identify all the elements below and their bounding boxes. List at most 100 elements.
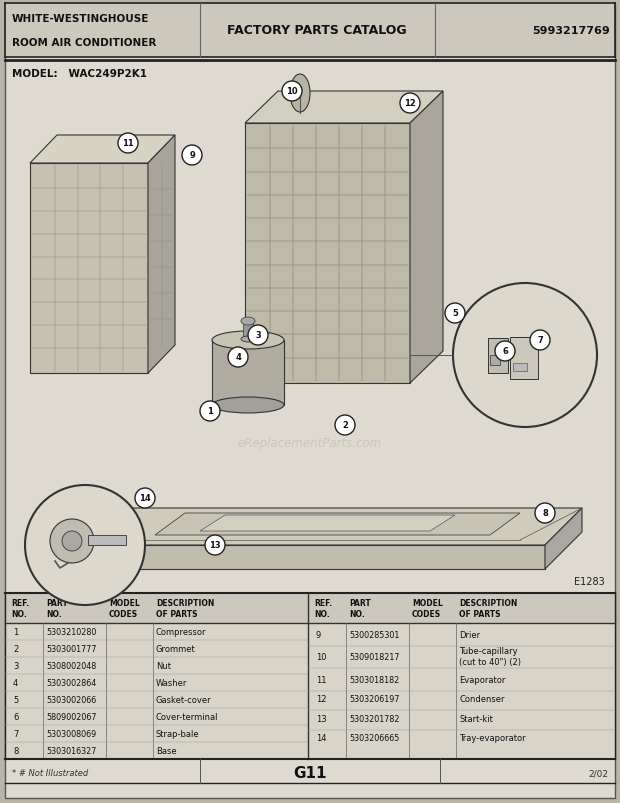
Circle shape [453, 283, 597, 427]
Bar [212, 340, 284, 406]
Text: 5809002067: 5809002067 [46, 712, 97, 721]
Text: 4: 4 [235, 353, 241, 362]
Circle shape [400, 94, 420, 114]
Text: 2: 2 [13, 644, 18, 653]
Text: Start-kit: Start-kit [459, 714, 493, 723]
Text: 5303002066: 5303002066 [46, 695, 96, 704]
Text: FACTORY PARTS CATALOG: FACTORY PARTS CATALOG [227, 24, 407, 38]
Text: Washer: Washer [156, 679, 187, 687]
Text: 5309018217: 5309018217 [349, 652, 399, 661]
Polygon shape [90, 508, 582, 545]
Text: eReplacementParts.com: eReplacementParts.com [238, 437, 382, 450]
Bar [490, 356, 500, 365]
Bar [243, 321, 253, 340]
Text: Cover-terminal: Cover-terminal [156, 712, 218, 721]
Circle shape [228, 348, 248, 368]
Polygon shape [155, 513, 520, 536]
Text: Strap-bale: Strap-bale [156, 729, 200, 738]
Circle shape [135, 488, 155, 508]
Circle shape [495, 341, 515, 361]
Circle shape [205, 536, 225, 556]
Text: * # Not Illustrated: * # Not Illustrated [12, 768, 88, 777]
Text: WHITE-WESTINGHOUSE: WHITE-WESTINGHOUSE [12, 14, 149, 24]
Polygon shape [245, 92, 443, 124]
Polygon shape [90, 545, 545, 569]
Text: ROOM AIR CONDITIONER: ROOM AIR CONDITIONER [12, 38, 156, 48]
Bar [5, 4, 615, 58]
Text: Grommet: Grommet [156, 644, 196, 653]
Polygon shape [410, 92, 443, 384]
Circle shape [118, 134, 138, 154]
Text: Compressor: Compressor [156, 627, 206, 636]
Text: 5308002048: 5308002048 [46, 661, 96, 671]
Bar [513, 364, 527, 372]
Bar [88, 536, 126, 545]
Text: 10: 10 [286, 88, 298, 96]
Text: 5303016327: 5303016327 [46, 746, 96, 755]
Text: 12: 12 [404, 100, 416, 108]
Circle shape [182, 146, 202, 165]
Text: 5303206665: 5303206665 [349, 733, 399, 742]
Text: 6: 6 [13, 712, 19, 721]
Text: Evaporator: Evaporator [459, 675, 505, 684]
Text: 5: 5 [13, 695, 18, 704]
Circle shape [25, 485, 145, 605]
Ellipse shape [212, 332, 284, 349]
Polygon shape [200, 516, 455, 532]
Text: 1: 1 [207, 407, 213, 416]
Text: 13: 13 [316, 714, 327, 723]
Text: MODEL
CODES: MODEL CODES [109, 598, 140, 618]
Polygon shape [245, 124, 410, 384]
Text: Drier: Drier [459, 630, 480, 639]
Text: 5303008069: 5303008069 [46, 729, 96, 738]
Text: 3: 3 [13, 661, 19, 671]
Polygon shape [30, 136, 175, 164]
Bar [488, 339, 508, 373]
Polygon shape [545, 508, 582, 569]
Text: 5303210280: 5303210280 [46, 627, 96, 636]
Text: E1283: E1283 [574, 577, 605, 586]
Text: 14: 14 [139, 494, 151, 503]
Text: 7: 7 [537, 336, 543, 345]
Text: 5303206197: 5303206197 [349, 695, 399, 703]
Circle shape [200, 402, 220, 422]
Text: MODEL:   WAC249P2K1: MODEL: WAC249P2K1 [12, 69, 147, 79]
Circle shape [335, 415, 355, 435]
Text: Condenser: Condenser [459, 695, 505, 703]
Text: DESCRIPTION
OF PARTS: DESCRIPTION OF PARTS [156, 598, 215, 618]
Text: Base: Base [156, 746, 177, 755]
Text: 3: 3 [255, 331, 261, 340]
Text: 1: 1 [13, 627, 18, 636]
Text: G11: G11 [293, 765, 327, 781]
Text: REF.
NO.: REF. NO. [11, 598, 29, 618]
Text: 5303002864: 5303002864 [46, 679, 96, 687]
Circle shape [282, 82, 302, 102]
Text: 5303001777: 5303001777 [46, 644, 97, 653]
Text: 5300285301: 5300285301 [349, 630, 399, 639]
Text: 13: 13 [209, 541, 221, 550]
Text: REF.
NO.: REF. NO. [314, 598, 332, 618]
Text: 12: 12 [316, 695, 327, 703]
Text: MODEL
CODES: MODEL CODES [412, 598, 443, 618]
Text: Nut: Nut [156, 661, 171, 671]
Text: 2: 2 [342, 421, 348, 430]
Text: 4: 4 [13, 679, 18, 687]
Circle shape [50, 520, 94, 563]
Text: 7: 7 [13, 729, 19, 738]
Ellipse shape [241, 336, 255, 343]
Text: 8: 8 [542, 509, 548, 518]
Text: 5: 5 [452, 309, 458, 318]
Text: 8: 8 [13, 746, 19, 755]
Polygon shape [30, 164, 148, 373]
Ellipse shape [212, 397, 284, 414]
Ellipse shape [290, 75, 310, 113]
Circle shape [445, 304, 465, 324]
Polygon shape [148, 136, 175, 373]
Text: 11: 11 [122, 140, 134, 149]
Circle shape [248, 325, 268, 345]
Bar [5, 593, 615, 623]
Circle shape [535, 503, 555, 524]
Text: Gasket-cover: Gasket-cover [156, 695, 211, 704]
Text: 9: 9 [189, 151, 195, 161]
Text: 14: 14 [316, 733, 327, 742]
